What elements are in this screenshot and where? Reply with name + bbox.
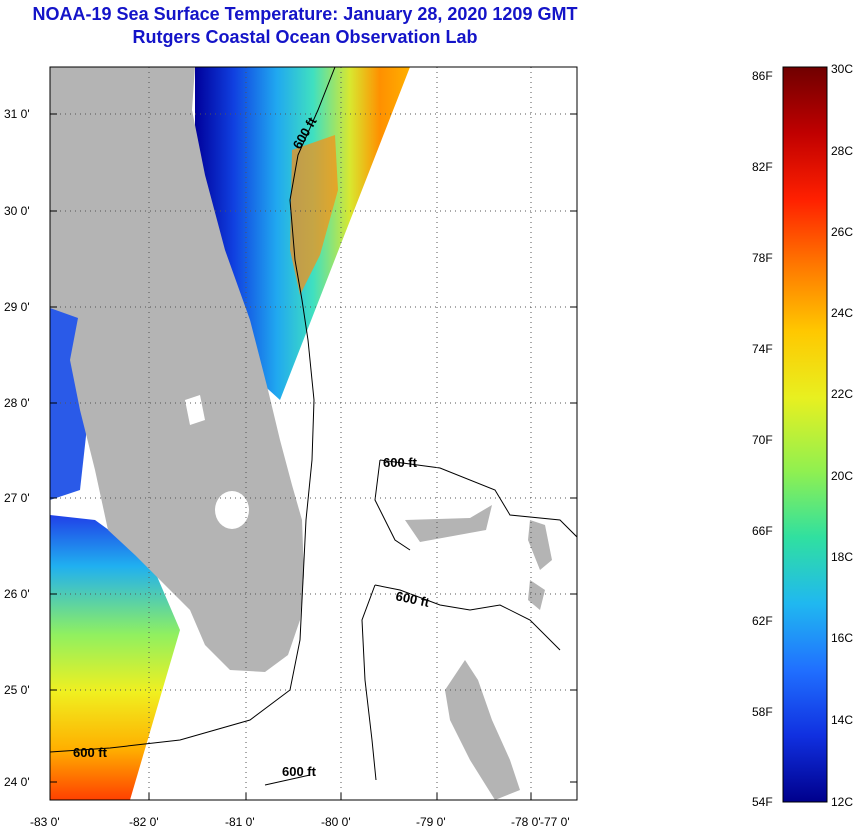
lon-label: -82 0' [129, 815, 159, 829]
colorbar-c-label: 16C [831, 631, 853, 645]
lat-label: 27 0' [4, 491, 30, 505]
lon-label: -77 0' [540, 815, 570, 829]
grand-bahama-island [405, 505, 492, 542]
lon-label: -79 0' [416, 815, 446, 829]
colorbar-c-label: 12C [831, 795, 853, 809]
lon-label: -78 0' [511, 815, 541, 829]
map-frame [49, 66, 578, 801]
colorbar-f-label: 66F [752, 524, 773, 538]
isobath-label-grand-bahama: 600 ft [383, 455, 418, 470]
colorbar-c-label: 26C [831, 225, 853, 239]
colorbar-f-label: 62F [752, 614, 773, 628]
lat-label: 26 0' [4, 587, 30, 601]
lat-label: 28 0' [4, 396, 30, 410]
temperature-colorbar [782, 66, 828, 803]
isobath-label-south: 600 ft [282, 764, 317, 779]
gridlines [50, 67, 577, 800]
isobath-label-southwest: 600 ft [73, 745, 108, 760]
isobath-great-bahama-bank-west [361, 584, 377, 781]
andros-island [445, 660, 520, 800]
colorbar-c-label: 20C [831, 469, 853, 483]
colorbar-f-label: 58F [752, 705, 773, 719]
lon-label: -80 0' [321, 815, 351, 829]
colorbar-c-label: 18C [831, 550, 853, 564]
lon-label: -83 0' [30, 815, 60, 829]
colorbar-c-label: 14C [831, 713, 853, 727]
warm-gulf-stream-patch [290, 135, 338, 295]
lon-label: -81 0' [225, 815, 255, 829]
lat-label: 30 0' [4, 204, 30, 218]
isobath-little-bahama-bank [379, 459, 577, 538]
colorbar-c-label: 30C [831, 62, 853, 76]
colorbar-f-label: 54F [752, 795, 773, 809]
colorbar-c-label: 22C [831, 387, 853, 401]
colorbar-f-label: 86F [752, 69, 773, 83]
colorbar-c-label: 24C [831, 306, 853, 320]
isobath-little-bahama-bank-west [374, 459, 411, 551]
lat-label: 25 0' [4, 683, 30, 697]
colorbar-f-label: 78F [752, 251, 773, 265]
colorbar-f-label: 82F [752, 160, 773, 174]
abaco-island [528, 520, 552, 570]
tick-marks [49, 113, 577, 800]
colorbar-c-label: 28C [831, 144, 853, 158]
colorbar-f-label: 74F [752, 342, 773, 356]
map-title: NOAA-19 Sea Surface Temperature: January… [32, 4, 578, 24]
lat-label: 24 0' [4, 775, 30, 789]
isobath-great-bahama-bank [374, 584, 561, 651]
sst-swath-southwest [50, 515, 180, 800]
lat-label: 31 0' [4, 107, 30, 121]
lake-okeechobee-cloud [215, 491, 249, 529]
isobath-label-great-bahama: 600 ft [394, 588, 431, 610]
map-subtitle: Rutgers Coastal Ocean Observation Lab [132, 27, 478, 47]
isobath-southern [264, 774, 311, 786]
lat-label: 29 0' [4, 300, 30, 314]
isobath-florida-shelf [50, 67, 336, 753]
colorbar-f-label: 70F [752, 433, 773, 447]
bahamas-island [528, 580, 545, 610]
